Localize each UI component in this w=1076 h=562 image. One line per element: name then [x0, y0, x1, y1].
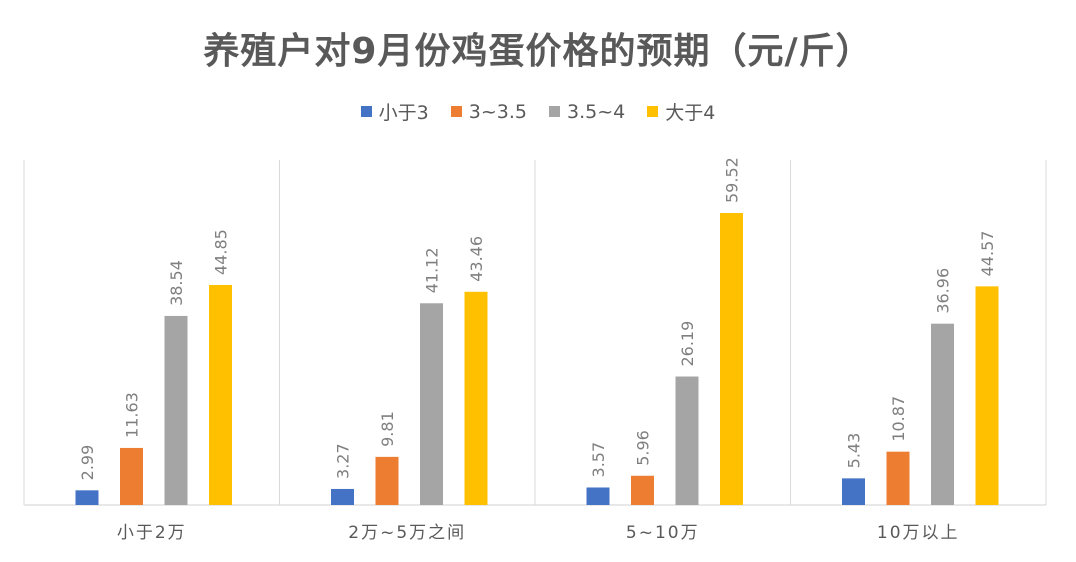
data-label: 26.19 — [678, 321, 697, 367]
data-label: 11.63 — [123, 392, 142, 438]
bar — [164, 315, 188, 505]
bar — [675, 376, 699, 505]
bar — [720, 213, 743, 505]
data-label: 9.81 — [378, 411, 397, 447]
bar — [331, 488, 354, 505]
legend-swatch — [549, 106, 560, 117]
legend-swatch — [647, 106, 659, 117]
bar — [420, 303, 443, 505]
data-label: 10.87 — [889, 396, 908, 442]
legend-swatch — [450, 106, 462, 117]
legend: 小于3 3~3.5 3.5~4 大于4 — [0, 98, 1076, 125]
bar — [464, 291, 488, 505]
chart-title: 养殖户对9月份鸡蛋价格的预期（元/斤） — [203, 31, 873, 72]
bar — [209, 284, 232, 505]
legend-label: 小于3 — [378, 102, 429, 124]
data-label: 3.57 — [589, 442, 608, 478]
bar — [975, 286, 999, 505]
legend-label: 大于4 — [665, 102, 716, 124]
data-label: 5.96 — [634, 430, 653, 466]
bar — [586, 487, 610, 505]
data-label: 3.27 — [334, 443, 353, 479]
bar — [886, 451, 910, 505]
data-label: 36.96 — [934, 268, 953, 314]
legend-item: 大于4 — [647, 98, 715, 125]
data-label: 43.46 — [467, 236, 486, 282]
data-label: 44.57 — [978, 231, 997, 277]
legend-item: 3.5~4 — [549, 98, 625, 125]
bar — [375, 456, 399, 505]
legend-item: 小于3 — [360, 98, 429, 125]
bar — [120, 447, 143, 505]
data-label: 44.85 — [212, 229, 231, 275]
bar — [842, 478, 865, 505]
data-label: 41.12 — [423, 247, 442, 293]
category-label: 2万~5万之间 — [348, 523, 466, 543]
legend-item: 3~3.5 — [450, 98, 527, 125]
bar — [75, 490, 99, 505]
bar — [631, 475, 654, 505]
data-label: 2.99 — [78, 445, 97, 481]
category-label: 10万以上 — [877, 523, 960, 543]
data-label: 38.54 — [167, 260, 186, 306]
data-label: 59.52 — [723, 157, 742, 203]
legend-label: 3.5~4 — [567, 100, 626, 123]
category-label: 5~10万 — [626, 523, 700, 543]
legend-label: 3~3.5 — [468, 100, 527, 123]
category-label: 小于2万 — [117, 523, 187, 543]
data-label: 5.43 — [845, 433, 864, 469]
legend-swatch — [360, 106, 372, 117]
bar — [931, 323, 954, 505]
